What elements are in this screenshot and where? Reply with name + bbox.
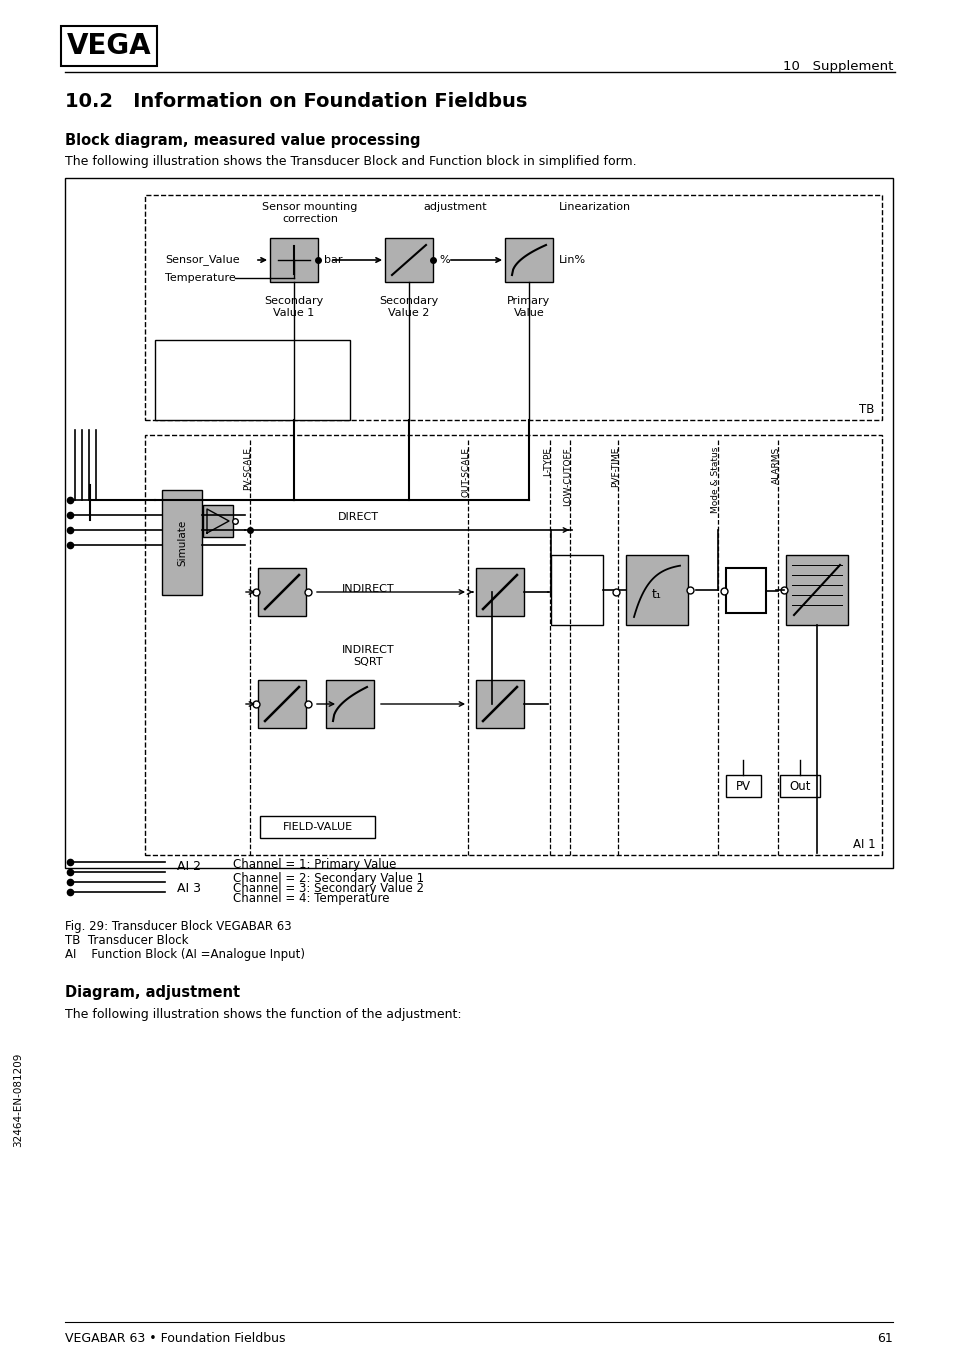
Text: Mode & Status: Mode & Status <box>711 447 720 513</box>
Bar <box>260 816 375 838</box>
Text: Sensor_Value: Sensor_Value <box>165 255 239 265</box>
Bar <box>154 340 350 420</box>
Text: VEGA: VEGA <box>67 32 152 60</box>
Text: TB  Transducer Block: TB Transducer Block <box>65 934 189 946</box>
Text: Channel = 2: Secondary Value 1: Channel = 2: Secondary Value 1 <box>233 872 424 886</box>
Bar <box>326 680 374 728</box>
Text: Fig. 29: Transducer Block VEGABAR 63: Fig. 29: Transducer Block VEGABAR 63 <box>65 919 292 933</box>
Text: Diagram, adjustment: Diagram, adjustment <box>65 984 240 1001</box>
Text: AI 2: AI 2 <box>177 860 201 872</box>
Text: adjustment: adjustment <box>423 202 486 213</box>
Text: %: % <box>438 255 449 265</box>
Bar <box>145 195 882 420</box>
Text: PV-SCALE: PV-SCALE <box>243 447 253 490</box>
Text: Secondary
Value 1: Secondary Value 1 <box>264 297 323 318</box>
Bar <box>162 490 202 594</box>
Text: PV: PV <box>735 780 750 792</box>
Text: 61: 61 <box>877 1332 892 1345</box>
Bar <box>270 238 317 282</box>
Text: 10   Supplement: 10 Supplement <box>781 60 892 73</box>
Text: Lin%: Lin% <box>558 255 585 265</box>
Text: The following illustration shows the Transducer Block and Function block in simp: The following illustration shows the Tra… <box>65 154 636 168</box>
Text: OUT-SCALE: OUT-SCALE <box>461 447 470 497</box>
Text: Out: Out <box>788 780 810 792</box>
Text: PVF-TIME: PVF-TIME <box>611 447 619 487</box>
Bar <box>65 177 892 868</box>
Text: L-TYPE: L-TYPE <box>543 447 552 477</box>
Text: t₁: t₁ <box>652 589 661 601</box>
Bar <box>785 555 847 626</box>
Text: 32464-EN-081209: 32464-EN-081209 <box>13 1053 23 1147</box>
Bar <box>551 555 602 626</box>
Bar <box>504 238 553 282</box>
Text: INDIRECT
SQRT: INDIRECT SQRT <box>341 645 394 666</box>
Text: AI 1: AI 1 <box>853 838 875 852</box>
Text: Sensor mounting
correction: Sensor mounting correction <box>262 202 357 223</box>
Text: bar: bar <box>324 255 342 265</box>
Bar <box>780 774 820 798</box>
Text: Secondary
Value 2: Secondary Value 2 <box>379 297 438 318</box>
Text: DIRECT: DIRECT <box>337 512 378 523</box>
Text: Simulate: Simulate <box>177 520 187 566</box>
Text: Channel = 3: Secondary Value 2: Channel = 3: Secondary Value 2 <box>233 881 423 895</box>
Bar <box>145 435 882 854</box>
Text: Block diagram, measured value processing: Block diagram, measured value processing <box>65 133 420 148</box>
Text: AI    Function Block (AI =Analogue Input): AI Function Block (AI =Analogue Input) <box>65 948 305 961</box>
Text: ALARMS: ALARMS <box>771 447 780 485</box>
Bar <box>725 774 760 798</box>
Text: LOW-CUTOFF: LOW-CUTOFF <box>563 447 572 506</box>
Text: Channel = 4: Temperature: Channel = 4: Temperature <box>233 892 389 904</box>
Bar <box>257 680 306 728</box>
Bar <box>385 238 433 282</box>
Text: VEGABAR 63 • Foundation Fieldbus: VEGABAR 63 • Foundation Fieldbus <box>65 1332 285 1345</box>
Bar <box>725 567 765 613</box>
Text: The following illustration shows the function of the adjustment:: The following illustration shows the fun… <box>65 1007 461 1021</box>
Bar <box>203 505 233 538</box>
Text: 10.2   Information on Foundation Fieldbus: 10.2 Information on Foundation Fieldbus <box>65 92 527 111</box>
Text: Channel = 1: Primary Value: Channel = 1: Primary Value <box>233 858 395 871</box>
Bar <box>476 680 523 728</box>
Text: FIELD-VALUE: FIELD-VALUE <box>282 822 353 831</box>
Bar <box>257 567 306 616</box>
Bar <box>625 555 687 626</box>
Text: Primary
Value: Primary Value <box>507 297 550 318</box>
Bar <box>476 567 523 616</box>
Text: TB: TB <box>858 403 873 416</box>
Text: Linearization: Linearization <box>558 202 630 213</box>
Text: Temperature: Temperature <box>165 274 235 283</box>
Text: INDIRECT: INDIRECT <box>341 584 394 594</box>
Text: AI 3: AI 3 <box>177 881 201 895</box>
